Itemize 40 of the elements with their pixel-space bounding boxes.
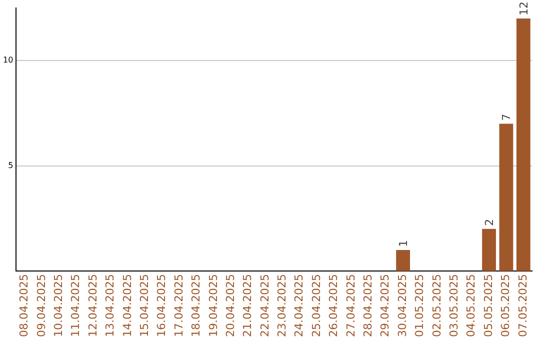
x-tick-label: 04.05.2025 — [464, 274, 478, 338]
x-tick-label: 03.05.2025 — [447, 274, 460, 338]
x-tick-label: 13.04.2025 — [104, 274, 117, 338]
x-tick-label: 06.05.2025 — [499, 274, 512, 338]
bar — [516, 18, 530, 272]
x-tick-label: 08.04.2025 — [18, 274, 31, 338]
data-label: 12 — [517, 2, 530, 16]
x-tick-label: 26.04.2025 — [327, 274, 340, 338]
x-tick-label: 28.04.2025 — [362, 274, 375, 338]
bar — [499, 124, 514, 272]
x-tick-label: 20.04.2025 — [224, 274, 237, 338]
x-tick-label: 18.04.2025 — [190, 274, 203, 338]
x-tick-label: 17.04.2025 — [172, 274, 186, 338]
x-tick-label: 16.04.2025 — [155, 274, 168, 338]
bar — [396, 250, 410, 272]
x-tick-label: 11.04.2025 — [69, 274, 82, 338]
y-tick-label: 10 — [2, 56, 14, 65]
x-tick-label: 09.04.2025 — [34, 274, 48, 338]
x-tick-label: 25.04.2025 — [310, 274, 323, 338]
data-label: 2 — [483, 218, 496, 226]
data-label: 7 — [500, 114, 514, 121]
x-tick-label: 27.04.2025 — [344, 274, 358, 338]
x-tick-label: 14.04.2025 — [120, 274, 134, 338]
x-tick-label: 21.04.2025 — [241, 274, 254, 338]
x-tick-label: 01.05.2025 — [413, 274, 426, 338]
x-tick-label: 23.04.2025 — [276, 274, 289, 338]
x-tick-label: 22.04.2025 — [258, 274, 272, 338]
x-tick-label: 19.04.2025 — [206, 274, 220, 338]
bar — [482, 228, 496, 272]
x-tick-label: 02.05.2025 — [430, 274, 444, 338]
x-tick-label: 30.04.2025 — [396, 274, 409, 338]
x-tick-label: 24.04.2025 — [292, 274, 306, 338]
x-tick-label: 10.04.2025 — [52, 274, 66, 338]
x-tick-label: 05.05.2025 — [482, 274, 495, 338]
x-tick-label: 07.05.2025 — [516, 274, 530, 338]
x-tick-label: 29.04.2025 — [378, 274, 392, 338]
y-tick-label: 5 — [8, 160, 14, 170]
x-tick-label: 12.04.2025 — [86, 274, 100, 338]
data-label: 1 — [397, 240, 410, 247]
x-tick-label: 15.04.2025 — [138, 274, 151, 338]
